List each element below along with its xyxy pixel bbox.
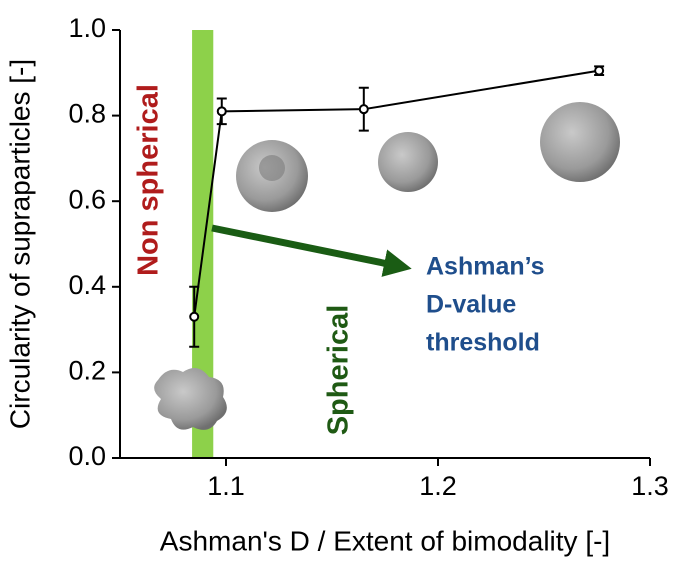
y-tick-label: 0.6: [68, 184, 106, 214]
chart: Non spherical Spherical Ashman’s D-value…: [0, 0, 675, 562]
data-point: [190, 313, 198, 321]
x-axis-label: Ashman's D / Extent of bimodality [-]: [160, 525, 610, 556]
y-tick-label: 0.4: [68, 270, 106, 300]
particle-image: [540, 102, 620, 182]
y-axis-label: Circularity of supraparticles [-]: [4, 59, 35, 429]
threshold-label: Ashman’s: [426, 253, 545, 281]
data-point: [218, 107, 226, 115]
y-tick-label: 1.0: [68, 13, 106, 43]
particle-image: [259, 155, 285, 181]
annotation-arrow: [212, 228, 398, 266]
threshold-label: threshold: [426, 329, 540, 357]
spherical-label: Spherical: [323, 305, 355, 436]
y-tick-label: 0.2: [68, 356, 106, 386]
data-point: [360, 105, 368, 113]
x-tick-label: 1.2: [419, 471, 457, 501]
y-tick-label: 0.8: [68, 99, 106, 129]
y-tick-label: 0.0: [68, 441, 106, 471]
data-point: [595, 67, 603, 75]
threshold-label: D-value: [426, 291, 516, 319]
particle-image: [154, 368, 227, 430]
particle-image: [378, 132, 438, 192]
non-spherical-label: Non spherical: [133, 84, 165, 276]
x-tick-label: 1.1: [207, 471, 245, 501]
x-tick-label: 1.3: [631, 471, 669, 501]
